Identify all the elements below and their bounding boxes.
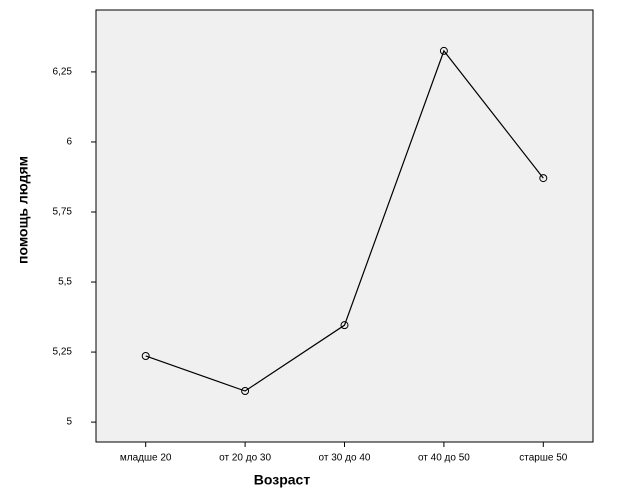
point [439,46,448,55]
x-tick-label: от 30 до 40 [319,453,371,464]
x-tick-label: старше 50 [519,453,568,464]
x-tick-label: от 40 до 50 [418,453,470,464]
point [539,174,548,183]
point [241,387,250,396]
y-axis-title: помощь людям [15,156,31,264]
y-tick-label: 5 [66,417,72,428]
point [141,351,150,360]
y-tick-label: 5,25 [53,347,73,358]
y-tick-label: 5,5 [58,277,72,288]
plot-area [95,9,594,443]
point [340,321,349,330]
y-tick-label: 6,25 [53,67,73,78]
x-tick-label: младше 20 [120,453,172,464]
y-tick-label: 6 [66,137,72,148]
x-tick-label: от 20 до 30 [219,453,271,464]
line [145,49,544,392]
y-tick-label: 5,75 [53,207,73,218]
x-axis-title: Возраст [254,472,311,488]
